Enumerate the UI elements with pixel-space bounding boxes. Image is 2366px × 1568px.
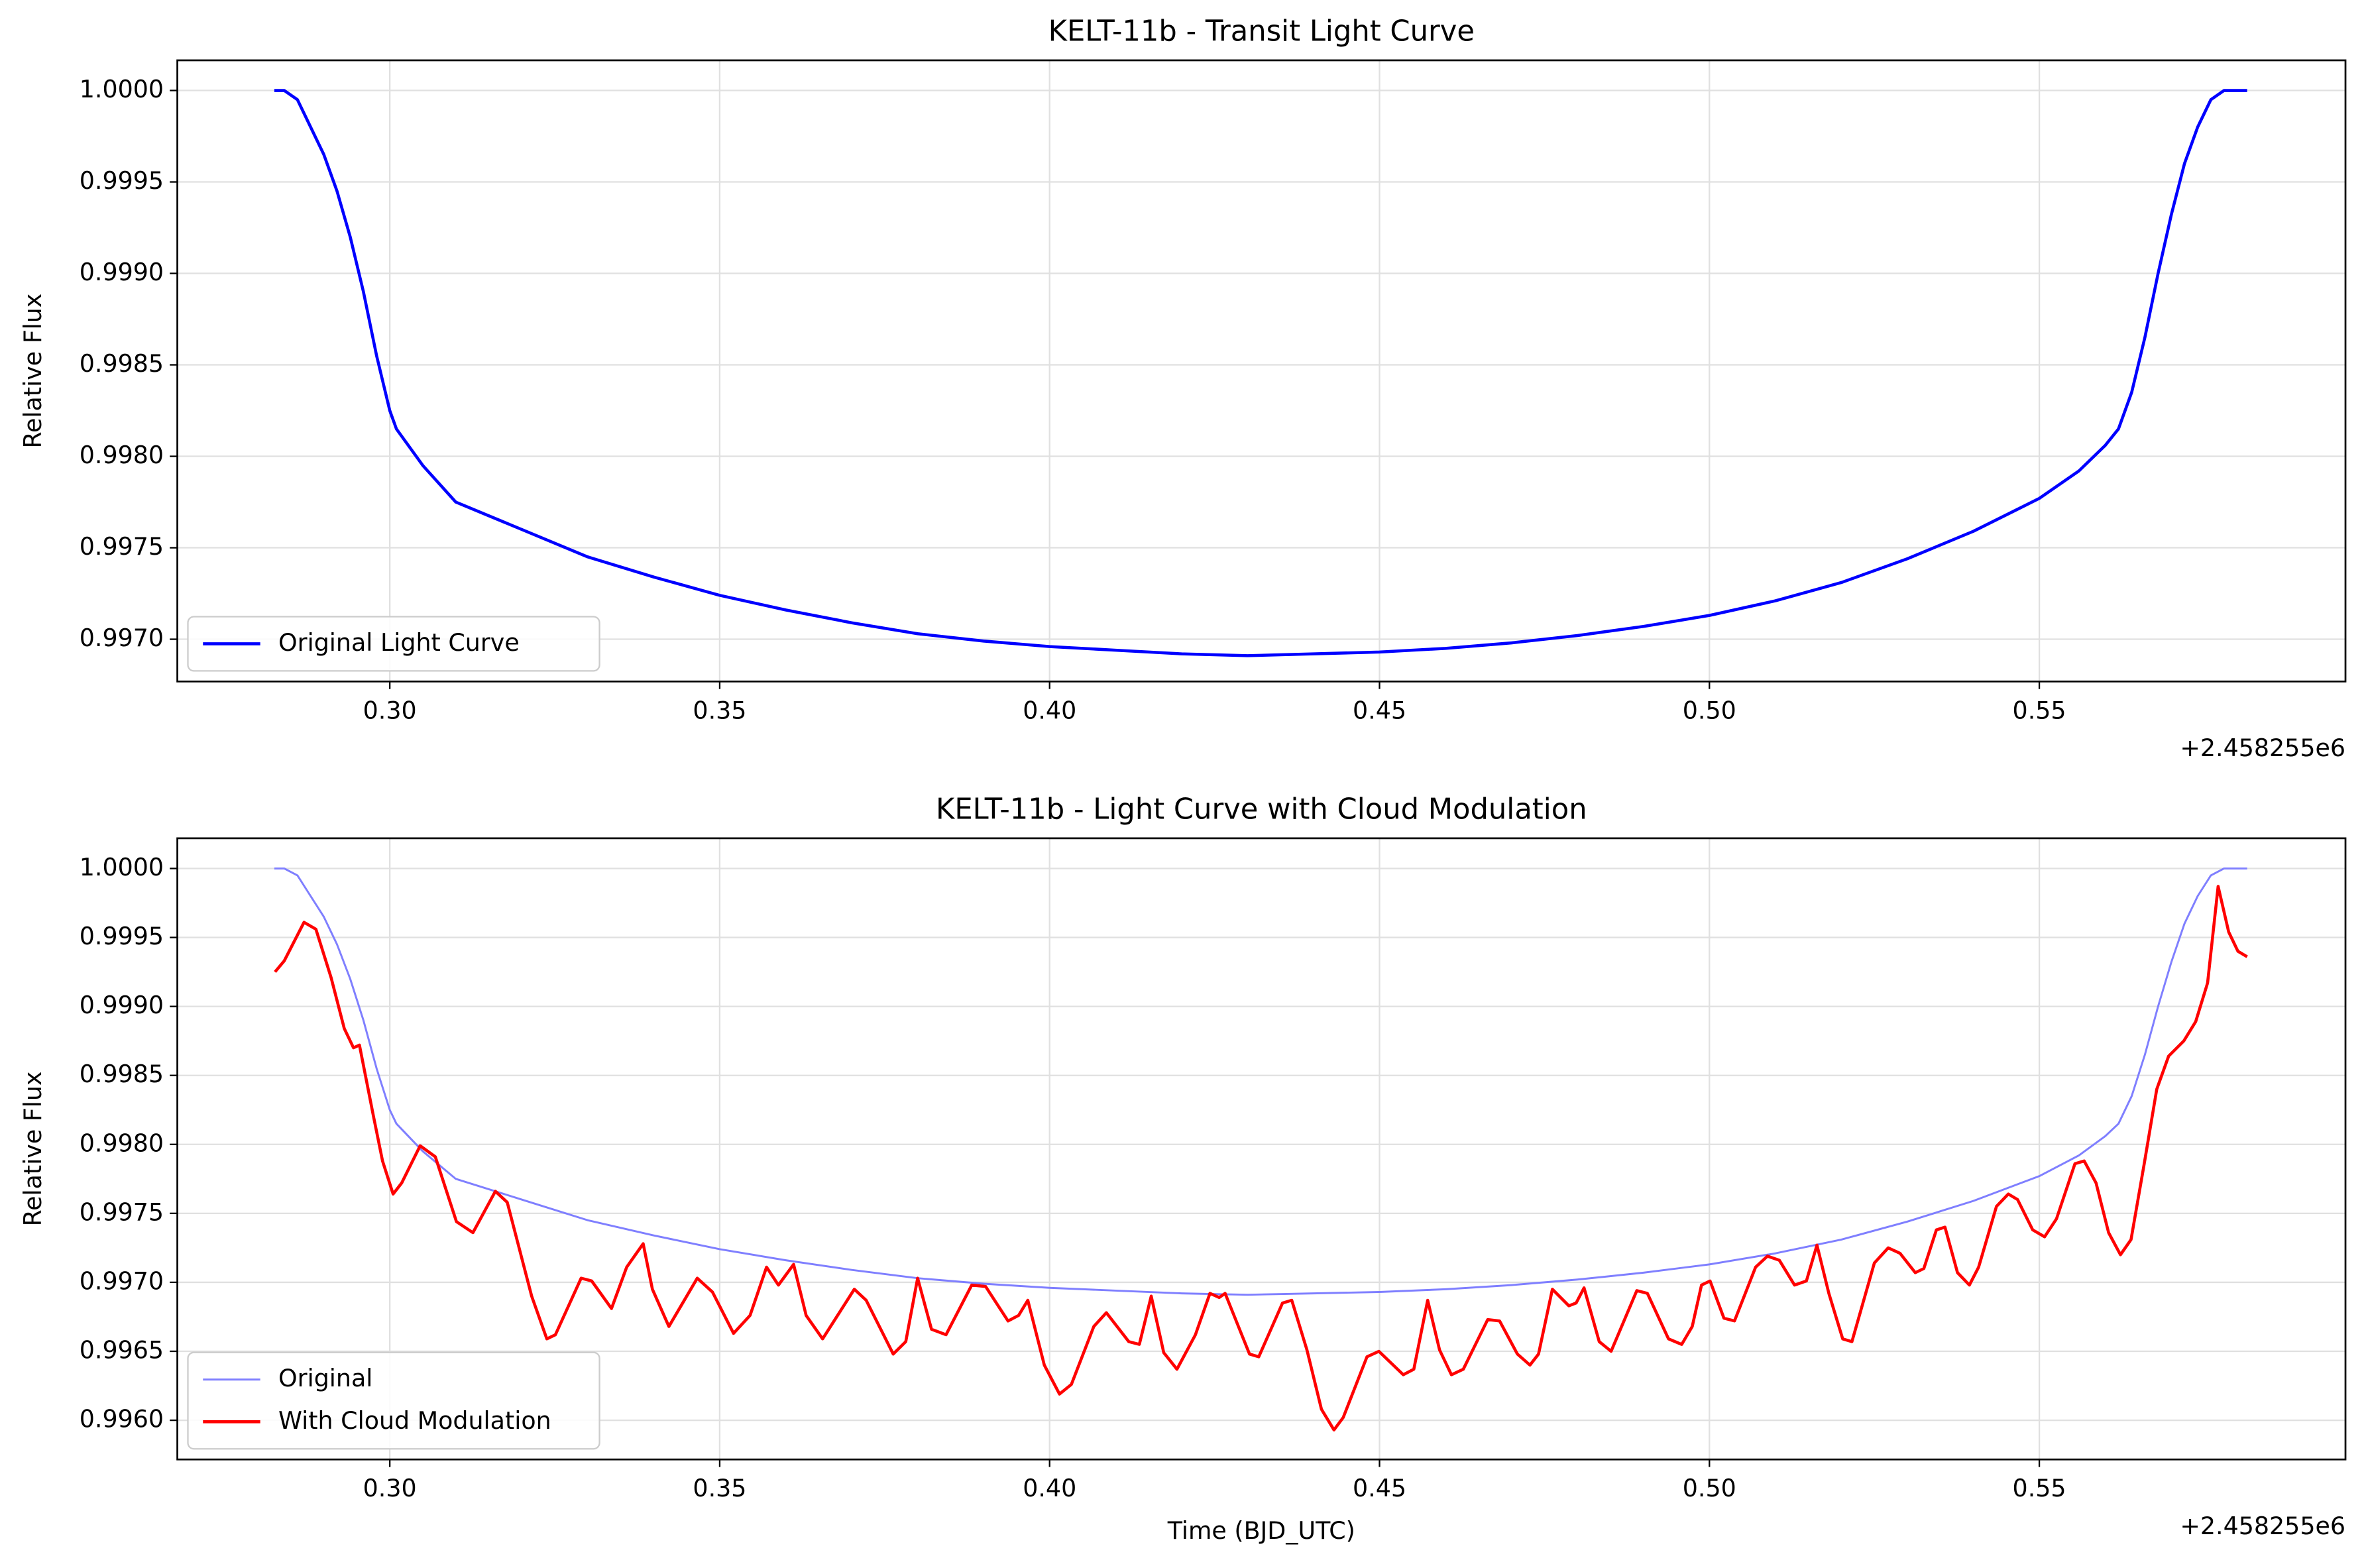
axes-frame [176,837,2347,1461]
legend-box [187,616,600,672]
x-tick-label: 0.35 [693,1474,746,1502]
chart-title: KELT-11b - Transit Light Curve [1048,15,1475,48]
y-tick-label: 0.9985 [80,1060,164,1088]
legend-label: Original Light Curve [278,628,520,657]
data-line [274,885,2248,1431]
y-tick-label: 0.9965 [80,1336,164,1365]
x-tick-label: 0.40 [1023,1474,1076,1502]
y-tick-label: 0.9960 [80,1405,164,1433]
x-tick-label: 0.35 [693,696,746,724]
x-offset-label: +2.458255e6 [2180,1512,2345,1540]
y-tick-label: 0.9970 [80,624,164,652]
y-tick-label: 0.9995 [80,922,164,950]
x-tick-label: 0.50 [1683,1474,1736,1502]
y-tick-label: 1.0000 [80,75,164,103]
x-tick-label: 0.45 [1353,1474,1406,1502]
x-tick-label: 0.55 [2013,696,2066,724]
y-tick-label: 0.9975 [80,1198,164,1226]
y-tick-label: 0.9980 [80,1129,164,1157]
x-tick-label: 0.50 [1683,696,1736,724]
x-tick-label: 0.30 [363,1474,417,1502]
x-offset-label: +2.458255e6 [2180,734,2345,762]
axes-frame [176,59,2347,683]
y-tick-label: 0.9985 [80,349,164,378]
x-tick-label: 0.30 [363,696,417,724]
legend-label: Original [278,1364,372,1392]
data-line [274,868,2247,1296]
y-tick-label: 0.9995 [80,166,164,195]
y-tick-label: 0.9980 [80,441,164,469]
x-tick-label: 0.45 [1353,696,1406,724]
legend-label: With Cloud Modulation [278,1406,551,1435]
data-line [274,89,2247,657]
x-axis-label: Time (BJD_UTC) [1167,1516,1355,1545]
legend-box [187,1351,600,1450]
y-tick-label: 0.9990 [80,258,164,286]
y-tick-label: 1.0000 [80,853,164,881]
x-tick-label: 0.40 [1023,696,1076,724]
y-tick-label: 0.9970 [80,1266,164,1295]
y-tick-label: 0.9990 [80,991,164,1019]
chart-title: KELT-11b - Light Curve with Cloud Modula… [936,793,1587,826]
y-axis-label: Relative Flux [19,294,47,449]
y-axis-label: Relative Flux [19,1072,47,1227]
x-tick-label: 0.55 [2013,1474,2066,1502]
y-tick-label: 0.9975 [80,532,164,561]
